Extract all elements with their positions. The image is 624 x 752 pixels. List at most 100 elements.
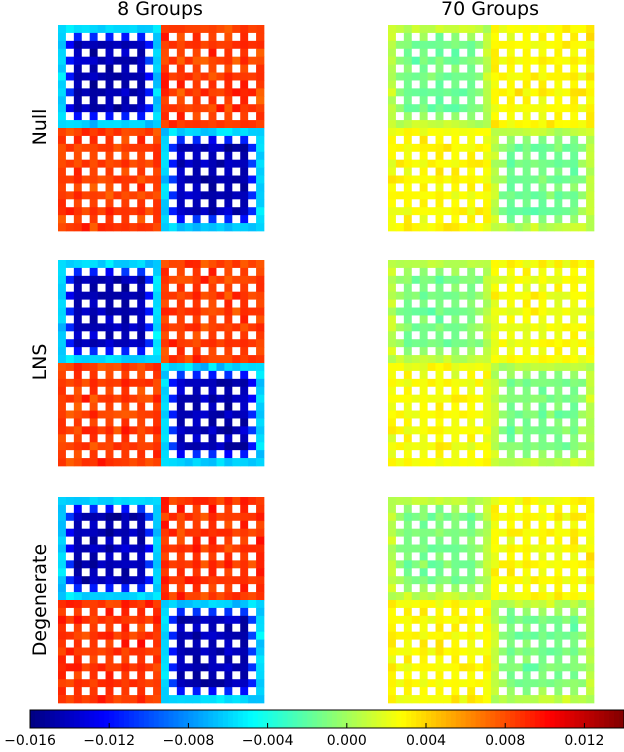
heatmap-cell — [184, 512, 194, 522]
missing-cell — [168, 315, 178, 324]
missing-cell — [459, 64, 468, 73]
heatmap-cell — [153, 25, 162, 34]
heatmap-cell — [554, 215, 563, 224]
heatmap-cell — [475, 394, 484, 403]
heatmap-cell — [216, 207, 225, 216]
heatmap-cell — [411, 175, 421, 184]
heatmap-cell — [475, 631, 484, 640]
heatmap-cell — [538, 552, 547, 561]
heatmap-cell — [522, 112, 531, 121]
heatmap-cell — [570, 458, 579, 467]
heatmap-cell — [121, 151, 130, 161]
heatmap-cell — [89, 647, 98, 656]
heatmap-cell — [435, 458, 444, 467]
heatmap-cell — [216, 615, 225, 625]
heatmap-cell — [145, 275, 154, 285]
heatmap-cell — [73, 291, 83, 300]
heatmap-cell — [459, 615, 468, 625]
heatmap-cell — [73, 104, 83, 113]
heatmap-cell — [137, 434, 146, 443]
heatmap-cell — [554, 291, 563, 300]
heatmap-cell — [224, 615, 233, 625]
missing-cell — [200, 434, 209, 443]
heatmap-cell — [451, 299, 460, 308]
heatmap-cell — [58, 80, 67, 89]
heatmap-cell — [176, 207, 186, 216]
heatmap-cell — [89, 307, 98, 316]
missing-cell — [411, 402, 421, 411]
heatmap-cell — [554, 576, 563, 585]
heatmap-cell — [586, 88, 595, 97]
heatmap-cell — [73, 592, 83, 601]
missing-cell — [145, 434, 154, 443]
heatmap-cell — [192, 695, 201, 704]
heatmap-cell — [578, 695, 587, 704]
missing-cell — [578, 315, 587, 324]
missing-cell — [184, 687, 194, 696]
colorbar-segment — [223, 710, 229, 728]
heatmap-cell — [97, 143, 106, 153]
heatmap-cell — [451, 363, 460, 372]
missing-cell — [443, 151, 452, 161]
heatmap-cell — [475, 323, 484, 332]
missing-cell — [216, 418, 225, 427]
heatmap-cell — [176, 607, 186, 617]
heatmap-cell — [65, 426, 75, 435]
missing-cell — [459, 151, 468, 161]
heatmap-cell — [256, 647, 265, 656]
heatmap-cell — [65, 143, 75, 153]
missing-cell — [578, 331, 587, 340]
heatmap-cell — [514, 191, 524, 200]
missing-cell — [578, 167, 587, 176]
colorbar-segment — [302, 710, 308, 728]
missing-cell — [248, 32, 257, 42]
heatmap-cell — [483, 378, 492, 388]
heatmap-cell — [403, 291, 413, 300]
colorbar-frame — [29, 709, 624, 729]
heatmap-cell — [176, 386, 186, 396]
heatmap-cell — [443, 120, 452, 129]
missing-cell — [546, 267, 555, 277]
heatmap-cell — [419, 72, 428, 81]
heatmap-cell — [58, 695, 67, 704]
heatmap-cell — [184, 442, 194, 451]
heatmap-cell — [184, 600, 194, 609]
heatmap-cell — [73, 639, 83, 648]
missing-cell — [97, 370, 106, 380]
heatmap-cell — [192, 623, 201, 633]
heatmap-cell — [451, 584, 460, 593]
heatmap-cell — [224, 679, 233, 688]
heatmap-cell — [216, 191, 225, 200]
heatmap-cell — [89, 695, 98, 704]
heatmap-cell — [530, 40, 539, 50]
heatmap-cell — [483, 402, 492, 411]
heatmap-cell — [427, 631, 436, 640]
heatmap-cell — [554, 135, 563, 145]
heatmap-cell — [538, 72, 547, 81]
missing-cell — [97, 267, 106, 277]
heatmap-cell — [419, 442, 428, 451]
missing-cell — [97, 283, 106, 293]
missing-cell — [427, 552, 436, 561]
heatmap-cell — [419, 370, 428, 380]
missing-cell — [498, 215, 508, 224]
heatmap-cell — [176, 426, 186, 435]
missing-cell — [145, 183, 154, 192]
missing-cell — [546, 112, 555, 121]
heatmap-cell — [216, 72, 225, 81]
heatmap-cell — [58, 299, 67, 308]
heatmap-cell — [443, 56, 452, 65]
heatmap-cell — [105, 175, 114, 184]
heatmap-cell — [176, 56, 186, 65]
missing-cell — [248, 434, 257, 443]
heatmap-cell — [161, 647, 170, 656]
heatmap-cell — [522, 631, 531, 640]
heatmap-cell — [419, 607, 428, 617]
missing-cell — [443, 283, 452, 293]
heatmap-cell — [538, 568, 547, 577]
colorbar-segment — [346, 710, 353, 728]
missing-cell — [145, 450, 154, 459]
heatmap-cell — [105, 426, 114, 435]
heatmap-cell — [192, 363, 201, 372]
missing-cell — [145, 331, 154, 340]
